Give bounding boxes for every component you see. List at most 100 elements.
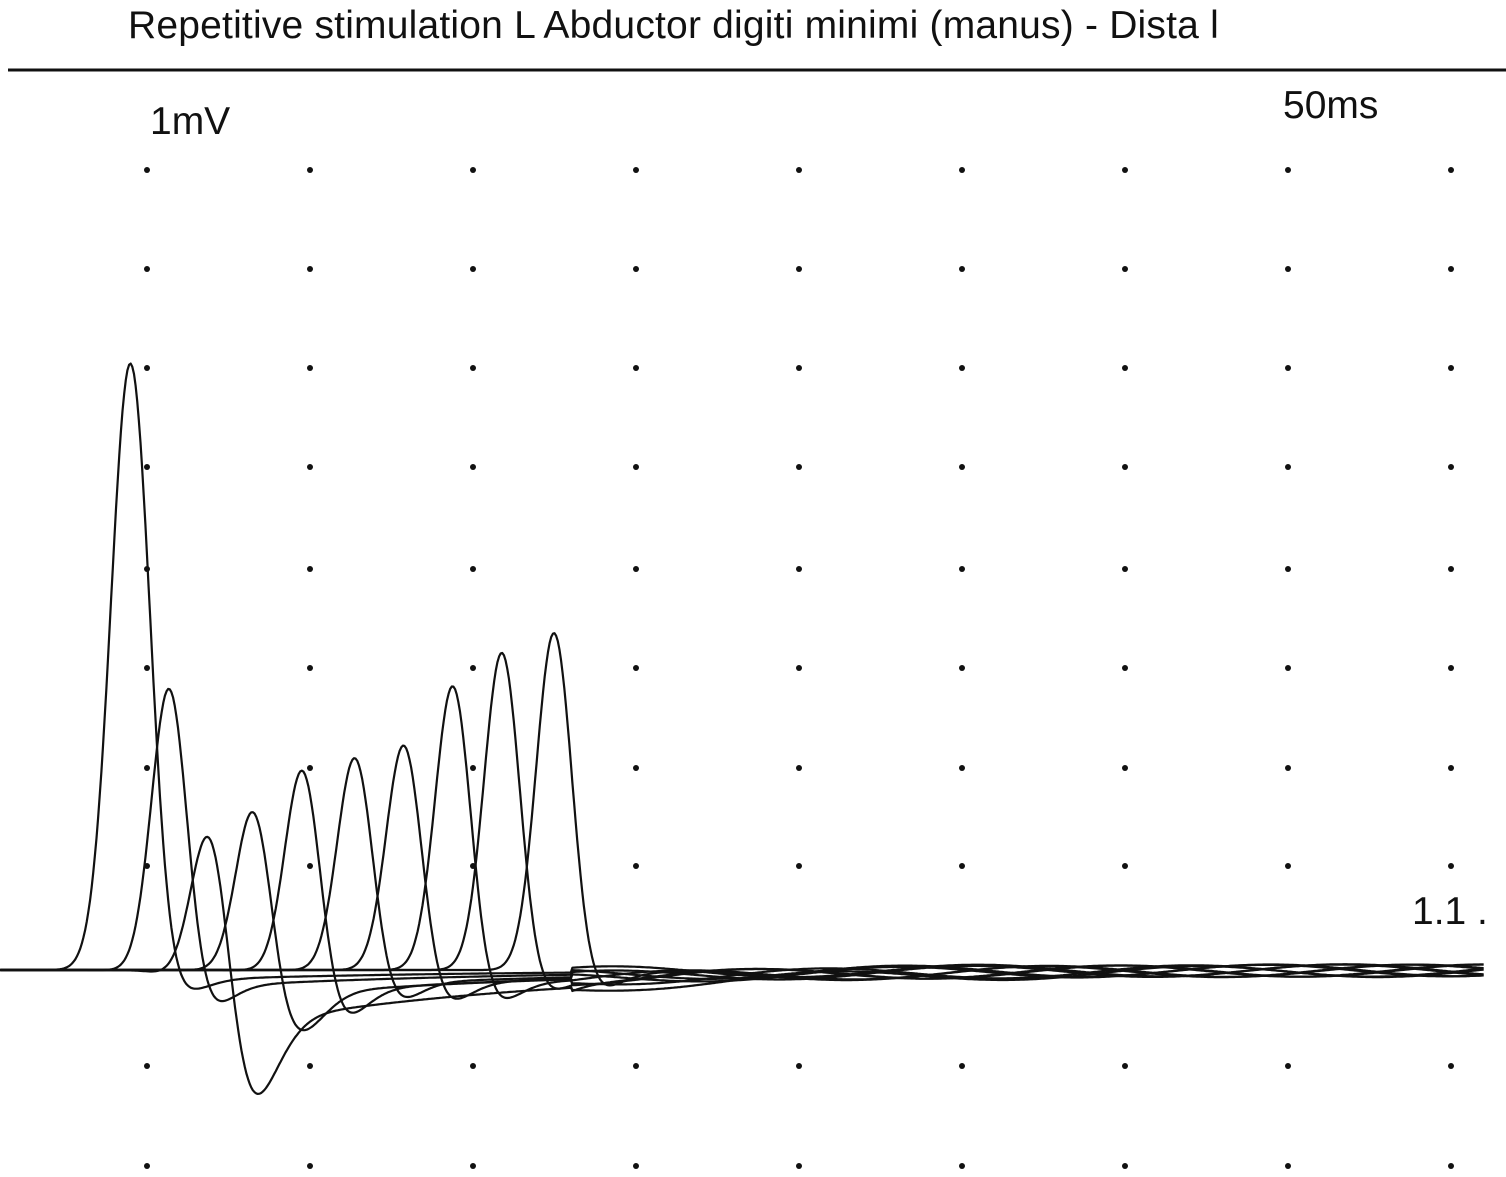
grid-dot [144,665,150,671]
grid-dot [633,1063,639,1069]
grid-dot [1448,765,1454,771]
grid-dot [1122,1163,1128,1169]
response-trace-4 [0,811,1484,1032]
grid-dot [633,266,639,272]
grid-dot [470,566,476,572]
grid-dot [796,765,802,771]
grid-dot [144,1063,150,1069]
grid-dot [796,1163,802,1169]
grid-dot [1448,665,1454,671]
grid-dot [796,863,802,869]
grid-dot [1285,863,1291,869]
response-trace-9 [0,651,1484,993]
grid-dot [959,167,965,173]
grid-dot [1285,167,1291,173]
grid-dot [307,1163,313,1169]
response-trace-2 [0,687,1484,1003]
grid-dot [796,464,802,470]
grid-dot [1285,665,1291,671]
grid-dot [144,365,150,371]
grid-dot [1448,1163,1454,1169]
grid-dot [144,266,150,272]
response-trace-8 [0,685,1484,1000]
grid-dot [1285,266,1291,272]
grid-dot [1285,464,1291,470]
grid-dot [633,863,639,869]
grid-dot [1122,765,1128,771]
grid-dot [1122,167,1128,173]
grid-dot [1285,1063,1291,1069]
grid-dot [1122,665,1128,671]
grid-dot [144,464,150,470]
grid-dot [1448,266,1454,272]
grid-dot [307,566,313,572]
grid-dot [796,266,802,272]
grid-dot [959,863,965,869]
grid-dot [470,665,476,671]
grid-dot [1122,1063,1128,1069]
grid-dot [307,266,313,272]
grid-dot [307,464,313,470]
traces [0,362,1484,1095]
grid-dot [633,665,639,671]
time-scale-label: 50ms [1283,84,1379,127]
grid-dot [470,365,476,371]
grid-dot [1285,765,1291,771]
grid-dot [470,765,476,771]
grid-dot [1122,863,1128,869]
grid-dot [959,566,965,572]
grid-dot [1448,464,1454,470]
grid-dot [959,365,965,371]
grid-dot [796,665,802,671]
chart-title: Repetitive stimulation L Abductor digiti… [128,4,1219,47]
grid-dot [633,365,639,371]
grid-dot [1285,1163,1291,1169]
response-trace-6 [0,757,1484,999]
grid-dot [1122,464,1128,470]
grid-dot [959,765,965,771]
grid-dot [959,1163,965,1169]
grid-dot [144,167,150,173]
dot-grid [144,167,1454,1169]
trace-label: 1.1 . [1412,890,1488,933]
grid-dot [1122,365,1128,371]
grid-dot [470,167,476,173]
grid-dot [470,266,476,272]
grid-dot [470,1163,476,1169]
response-trace-7 [0,744,1484,1000]
grid-dot [307,665,313,671]
grid-dot [796,167,802,173]
grid-dot [1448,1063,1454,1069]
grid-dot [1285,566,1291,572]
response-trace-1 [0,362,1484,990]
grid-dot [959,1063,965,1069]
grid-dot [633,167,639,173]
grid-dot [1122,266,1128,272]
grid-dot [959,464,965,470]
grid-dot [307,765,313,771]
grid-dot [959,266,965,272]
grid-dot [796,566,802,572]
grid-dot [470,1063,476,1069]
grid-dot [633,1163,639,1169]
grid-dot [307,863,313,869]
grid-dot [307,167,313,173]
grid-dot [633,566,639,572]
grid-dot [1448,167,1454,173]
grid-dot [959,665,965,671]
grid-dot [796,1063,802,1069]
grid-dot [144,765,150,771]
grid-dot [1448,863,1454,869]
grid-dot [796,365,802,371]
grid-dot [470,464,476,470]
grid-dot [1122,566,1128,572]
grid-dot [1448,365,1454,371]
amplitude-scale-label: 1mV [150,100,231,143]
grid-dot [1285,365,1291,371]
grid-dot [1448,566,1454,572]
grid-dot [307,365,313,371]
grid-dot [307,1063,313,1069]
grid-dot [144,1163,150,1169]
grid-dot [633,464,639,470]
